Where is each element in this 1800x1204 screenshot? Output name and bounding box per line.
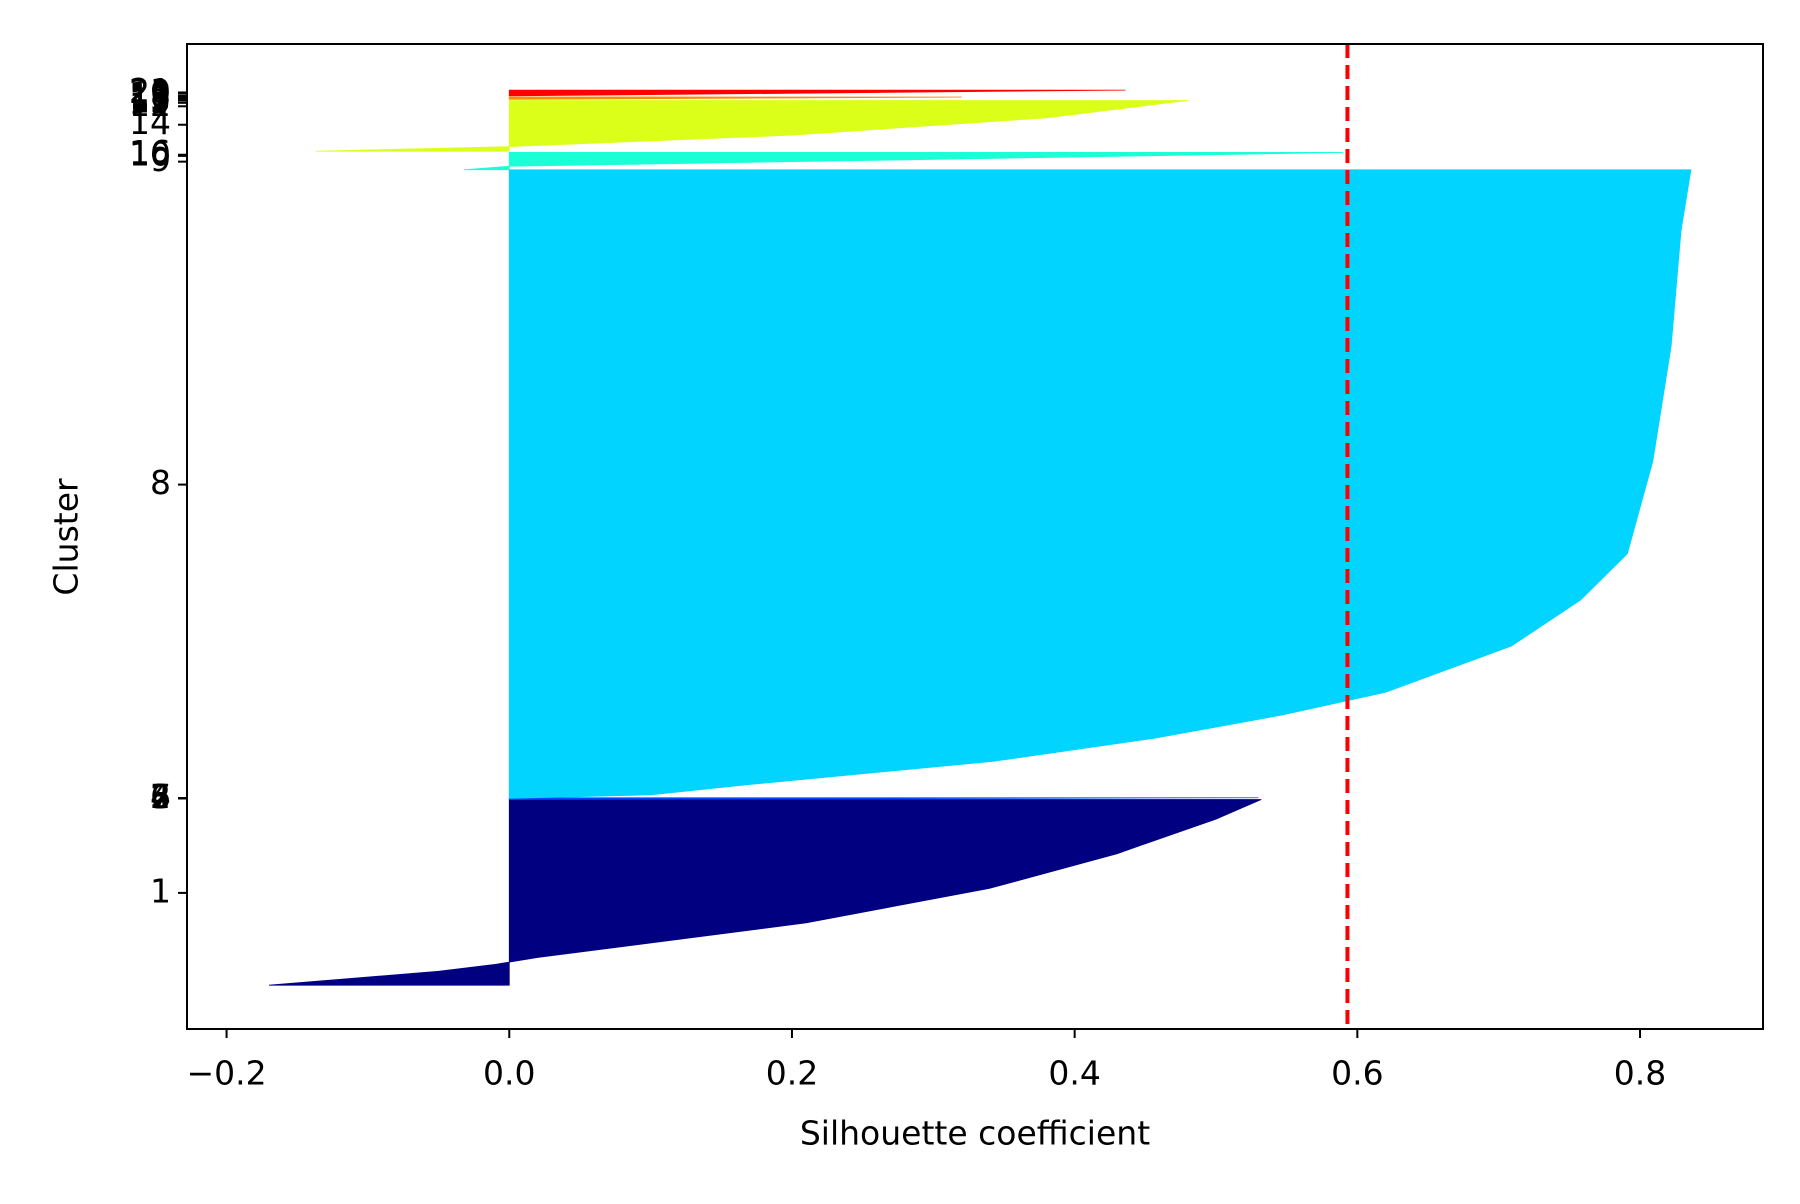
y-tick-label: 18 [129, 76, 171, 115]
cluster-silhouette [508, 169, 1692, 799]
y-tick-label: 3 [150, 777, 171, 816]
y-tick-label: 17 [129, 78, 171, 117]
y-tick-label: 5 [150, 777, 171, 816]
y-axis-label: Cluster [47, 478, 86, 596]
cluster-silhouette [464, 152, 1344, 171]
y-tick-label: 7 [150, 777, 171, 816]
y-tick-label: 11 [129, 77, 171, 116]
x-tick-label: 0.0 [483, 1054, 535, 1093]
x-tick-label: 0.2 [766, 1054, 818, 1093]
y-tick-label: 12 [129, 85, 171, 124]
x-tick-label: 0.6 [1331, 1054, 1383, 1093]
x-axis-label: Silhouette coefficient [800, 1114, 1150, 1153]
y-tick-label: 2 [150, 777, 171, 816]
cluster-silhouette [268, 799, 1262, 986]
x-tick-label: 0.4 [1048, 1054, 1100, 1093]
cluster-silhouette [315, 100, 1188, 152]
x-tick-label: −0.2 [187, 1054, 267, 1093]
plot-frame [186, 43, 1764, 1030]
y-tick-label: 8 [150, 463, 171, 502]
y-tick-label: 9 [150, 140, 171, 179]
y-tick-label: 4 [150, 777, 171, 816]
y-tick-label: 14 [129, 103, 171, 142]
y-tick-label: 21 [129, 71, 171, 110]
y-tick-label: 10 [129, 134, 171, 173]
y-tick-label: 19 [129, 74, 171, 113]
y-tick-label: 15 [129, 81, 171, 120]
y-tick-label: 1 [150, 871, 171, 910]
y-tick-label: 13 [129, 79, 171, 118]
y-tick-label: 20 [129, 72, 171, 111]
cluster-silhouette [508, 89, 1126, 97]
y-tick-label: 16 [129, 133, 171, 172]
cluster-silhouette [508, 96, 962, 100]
x-tick-label: 0.8 [1614, 1054, 1666, 1093]
y-tick-label: 6 [150, 777, 171, 816]
